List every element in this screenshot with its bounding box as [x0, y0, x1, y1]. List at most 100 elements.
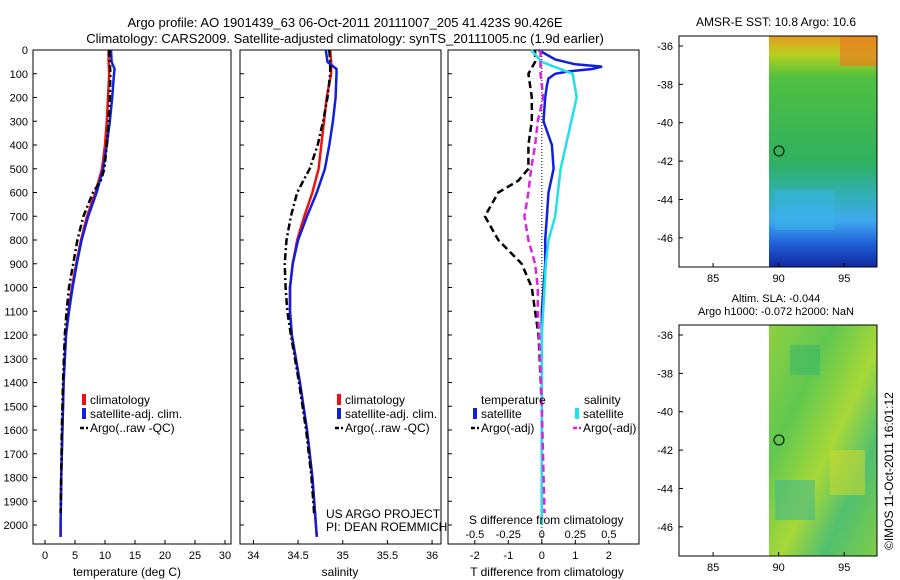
- sst-map-title: AMSR-E SST: 10.8 Argo: 10.6: [696, 15, 856, 29]
- y-tick-label: 800: [10, 235, 28, 247]
- series-salinity-argo-raw-qc-: [283, 49, 332, 514]
- map-x-tick-label: 90: [773, 562, 785, 574]
- legend-swatch-climatology: [82, 394, 86, 405]
- salinity-panel-frame: [239, 49, 442, 545]
- x-tick-label: 1: [572, 550, 578, 562]
- sla-map: [678, 324, 878, 557]
- argo-float-marker: [773, 145, 785, 157]
- salinity-xlabel: salinity: [322, 565, 359, 579]
- series-difference-salinity-argo-adj-: [523, 50, 546, 514]
- temperature-panel-frame: [32, 49, 232, 545]
- x-tick-label: 35.5: [377, 550, 398, 562]
- series-temperature-argo-raw-qc-: [59, 49, 112, 514]
- legend-swatch-satellite: [337, 408, 341, 419]
- temperature-xlabel: temperature (deg C): [73, 565, 181, 579]
- s-difference-label: S difference from climatology: [469, 513, 624, 527]
- map-y-tick-label: -40: [657, 118, 673, 130]
- legend-label-satellite: satellite-adj. clim.: [90, 407, 182, 421]
- y-tick-label: 700: [10, 211, 28, 223]
- legend-label-climatology: climatology: [345, 393, 405, 407]
- y-tick-label: 500: [10, 164, 28, 176]
- legend-label-climatology: climatology: [90, 393, 150, 407]
- sla-patch: [775, 480, 815, 520]
- map-y-tick-label: -40: [657, 407, 673, 419]
- s-tick-label: -0.25: [496, 529, 521, 541]
- map-y-tick-label: -38: [657, 368, 673, 380]
- legend-label-argo: Argo(..raw -QC): [90, 421, 175, 435]
- x-tick-label: 36: [426, 550, 438, 562]
- figure-title-line2: Climatology: CARS2009. Satellite-adjuste…: [86, 31, 604, 46]
- map-y-tick-label: -44: [657, 483, 673, 495]
- s-tick-label: 0.5: [601, 529, 616, 541]
- profile-series: [59, 48, 603, 537]
- y-tick-label: 1100: [4, 306, 28, 318]
- map-y-tick-label: -42: [657, 445, 673, 457]
- sst-field: [769, 36, 877, 267]
- y-tick-label: 1800: [4, 473, 28, 485]
- legend-swatch-s-satellite: [575, 408, 579, 419]
- imos-credit: ©IMOS 11-Oct-2011 16:01:12: [882, 392, 896, 550]
- y-tick-label: 1700: [4, 449, 28, 461]
- sla-field: [769, 325, 877, 556]
- y-tick-label: 1000: [4, 283, 28, 295]
- x-tick-label: 5: [72, 550, 78, 562]
- map-y-tick-label: -46: [657, 233, 673, 245]
- x-tick-label: 0: [539, 550, 545, 562]
- legend-title-temperature: temperature: [481, 393, 546, 407]
- sst-cool-patch: [775, 190, 835, 230]
- map-x-tick-label: 90: [773, 273, 785, 285]
- difference-panel-frame: [447, 49, 640, 545]
- y-tick-label: 1500: [4, 401, 28, 413]
- salinity-legend: climatology satellite-adj. clim. Argo(..…: [335, 393, 437, 435]
- x-tick-label: 2: [606, 550, 612, 562]
- y-tick-label: 1300: [4, 354, 28, 366]
- legend-swatch-satellite: [82, 408, 86, 419]
- map-y-tick-label: -44: [657, 194, 673, 206]
- s-tick-label: 0: [539, 529, 545, 541]
- legend-swatch-t-satellite: [473, 408, 477, 419]
- y-tick-label: 1900: [4, 496, 28, 508]
- map-y-tick-label: -36: [657, 330, 673, 342]
- legend-label-satellite: satellite-adj. clim.: [345, 407, 437, 421]
- y-tick-label: 200: [10, 93, 28, 105]
- x-tick-label: 34.5: [287, 550, 308, 562]
- x-tick-label: 25: [189, 550, 201, 562]
- map-x-tick-label: 85: [707, 562, 719, 574]
- series-difference-temperature-argo-adj-: [483, 50, 544, 514]
- map-x-tick-label: 95: [838, 562, 850, 574]
- pi-label: PI: DEAN ROEMMICH: [326, 520, 447, 534]
- x-tick-label: 34: [247, 550, 259, 562]
- x-tick-label: 20: [159, 550, 171, 562]
- figure-title-line1: Argo profile: AO 1901439_63 06-Oct-2011 …: [127, 15, 562, 30]
- s-tick-label: 0.25: [565, 529, 586, 541]
- y-tick-label: 1200: [4, 330, 28, 342]
- y-tick-label: 0: [22, 45, 28, 57]
- map-x-tick-label: 95: [838, 273, 850, 285]
- map-y-tick-label: -38: [657, 79, 673, 91]
- map-y-tick-label: -36: [657, 41, 673, 53]
- argo-float-marker: [773, 434, 785, 446]
- legend-title-salinity: salinity: [584, 393, 621, 407]
- sla-map-title-1: Altim. SLA: -0.044: [732, 293, 821, 305]
- axes-ticks: 0100200300400500600700800900100011001200…: [4, 45, 617, 562]
- legend-label-s-argo: Argo(-adj): [583, 421, 636, 435]
- sst-map-frame: [678, 35, 878, 268]
- map-y-tick-label: -42: [657, 156, 673, 168]
- x-tick-label: -1: [503, 550, 513, 562]
- t-difference-xlabel: T difference from climatology: [470, 565, 624, 579]
- legend-label-t-satellite: satellite: [481, 407, 522, 421]
- legend-swatch-climatology: [337, 394, 341, 405]
- y-tick-label: 600: [10, 188, 28, 200]
- legend-label-s-satellite: satellite: [583, 407, 624, 421]
- s-tick-label: -0.5: [465, 529, 484, 541]
- y-tick-label: 300: [10, 116, 28, 128]
- y-tick-label: 1400: [4, 378, 28, 390]
- x-tick-label: -2: [470, 550, 480, 562]
- map-y-tick-label: -46: [657, 522, 673, 534]
- difference-legend: temperature salinity satellite Argo(-adj…: [471, 393, 636, 435]
- sla-patch: [790, 345, 820, 375]
- y-tick-label: 400: [10, 140, 28, 152]
- y-tick-label: 2000: [4, 520, 28, 532]
- x-tick-label: 30: [219, 550, 231, 562]
